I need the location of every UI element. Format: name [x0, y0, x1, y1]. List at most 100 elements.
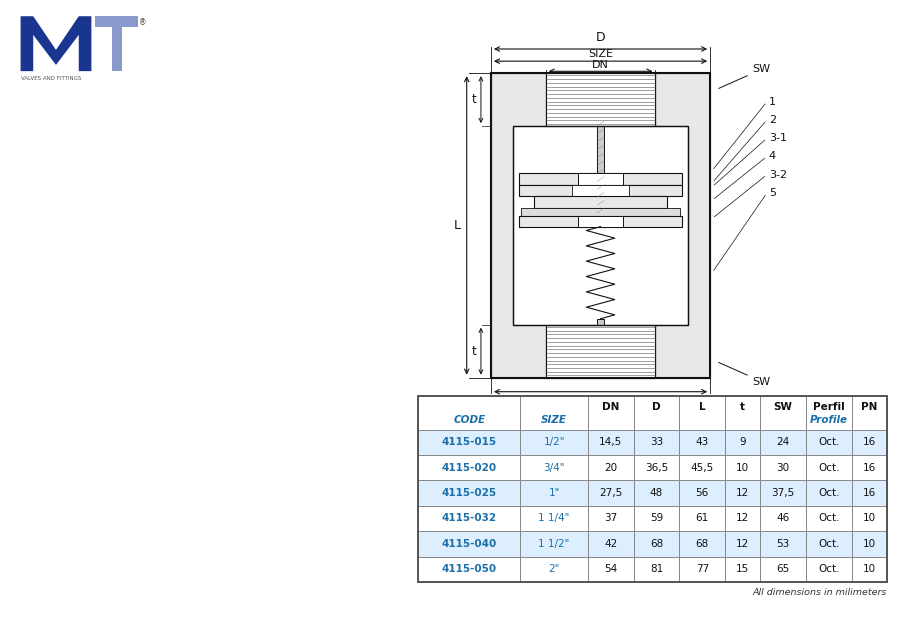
Bar: [587, 531, 633, 557]
Text: 4115-040: 4115-040: [441, 539, 496, 549]
Bar: [724, 396, 759, 429]
Text: CODE: CODE: [453, 415, 485, 425]
Text: Oct.: Oct.: [817, 539, 839, 549]
Text: 20: 20: [603, 462, 617, 473]
Polygon shape: [545, 324, 655, 378]
Text: 77: 77: [695, 564, 708, 574]
Text: 37: 37: [603, 514, 617, 524]
Text: 53: 53: [776, 539, 788, 549]
Text: SW: SW: [773, 402, 792, 412]
Bar: [678, 506, 724, 531]
Text: 4115-032: 4115-032: [441, 514, 496, 524]
Bar: [520, 429, 587, 455]
Text: 3-2: 3-2: [768, 170, 787, 180]
Bar: [587, 455, 633, 480]
Text: 4: 4: [768, 152, 775, 162]
Text: 12: 12: [735, 539, 749, 549]
Text: SIZE: SIZE: [587, 49, 612, 59]
Bar: [633, 506, 678, 531]
Bar: [759, 506, 805, 531]
Bar: [520, 557, 587, 582]
Text: L: L: [698, 402, 704, 412]
Polygon shape: [655, 73, 709, 378]
Bar: [596, 126, 603, 213]
Text: Oct.: Oct.: [817, 437, 839, 447]
Bar: [633, 480, 678, 506]
Text: 45,5: 45,5: [690, 462, 713, 473]
Polygon shape: [533, 196, 667, 208]
Bar: [678, 429, 724, 455]
Text: SW: SW: [718, 363, 770, 387]
Text: 10: 10: [861, 564, 875, 574]
Bar: [851, 506, 886, 531]
Bar: [851, 557, 886, 582]
Bar: [520, 480, 587, 506]
Text: 48: 48: [649, 488, 662, 498]
Bar: [587, 557, 633, 582]
Text: 81: 81: [649, 564, 662, 574]
Text: Oct.: Oct.: [817, 514, 839, 524]
Bar: [805, 531, 851, 557]
Polygon shape: [491, 73, 545, 378]
Bar: [520, 531, 587, 557]
Text: 42: 42: [603, 539, 617, 549]
Text: D: D: [651, 402, 660, 412]
Bar: [545, 73, 655, 126]
Text: DN: DN: [602, 402, 619, 412]
Bar: [520, 396, 587, 429]
Text: 3-1: 3-1: [768, 133, 786, 144]
Text: t: t: [472, 344, 476, 358]
Text: 16: 16: [861, 488, 875, 498]
Text: 4115-015: 4115-015: [441, 437, 496, 447]
Text: 59: 59: [649, 514, 662, 524]
Bar: [759, 480, 805, 506]
Text: 54: 54: [603, 564, 617, 574]
Bar: [418, 480, 520, 506]
Text: 36,5: 36,5: [644, 462, 667, 473]
Text: 2": 2": [548, 564, 559, 574]
Bar: [851, 480, 886, 506]
Bar: [759, 455, 805, 480]
Text: 33: 33: [649, 437, 662, 447]
Bar: [633, 396, 678, 429]
Text: 10: 10: [861, 539, 875, 549]
Text: PN: PN: [861, 402, 877, 412]
Text: 4115-050: 4115-050: [441, 564, 496, 574]
Text: 68: 68: [649, 539, 662, 549]
Bar: [851, 455, 886, 480]
Bar: [759, 557, 805, 582]
Bar: [759, 396, 805, 429]
Text: 46: 46: [776, 514, 788, 524]
Bar: [805, 506, 851, 531]
Bar: [759, 531, 805, 557]
Bar: [633, 455, 678, 480]
Text: 37,5: 37,5: [770, 488, 794, 498]
Bar: [520, 455, 587, 480]
Text: 1: 1: [768, 97, 775, 107]
Text: t: t: [740, 402, 744, 412]
Bar: [418, 557, 520, 582]
Text: 1 1/4": 1 1/4": [538, 514, 569, 524]
Bar: [724, 531, 759, 557]
Bar: [545, 324, 655, 378]
Text: 24: 24: [776, 437, 788, 447]
Text: 43: 43: [695, 437, 708, 447]
Text: D: D: [595, 31, 604, 44]
Text: 4115-020: 4115-020: [441, 462, 496, 473]
Bar: [633, 557, 678, 582]
Bar: [724, 557, 759, 582]
Bar: [805, 429, 851, 455]
Text: t: t: [472, 93, 476, 106]
Bar: [587, 480, 633, 506]
Text: 3/4": 3/4": [543, 462, 565, 473]
Text: 16: 16: [861, 462, 875, 473]
Text: All dimensions in milimeters: All dimensions in milimeters: [751, 588, 886, 597]
Text: ®: ®: [139, 18, 147, 27]
Polygon shape: [519, 185, 681, 196]
Bar: [577, 217, 622, 227]
Bar: [418, 429, 520, 455]
Bar: [587, 506, 633, 531]
Bar: [633, 429, 678, 455]
Bar: [724, 480, 759, 506]
Bar: [805, 557, 851, 582]
